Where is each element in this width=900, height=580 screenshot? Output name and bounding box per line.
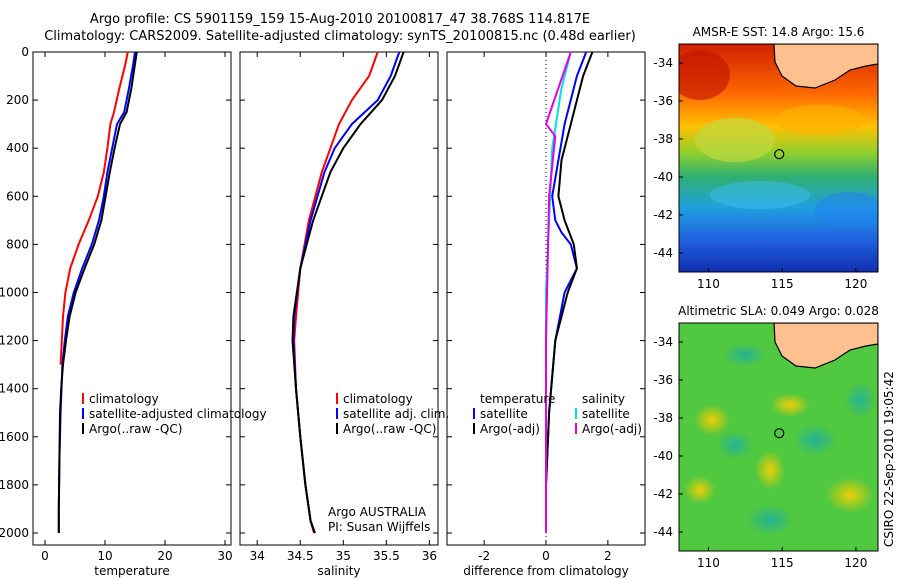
y-tick-label: 400 — [6, 141, 29, 155]
x-tick-label: 0 — [542, 549, 550, 563]
x-axis-label: difference from climatology — [463, 564, 629, 578]
map-x-tick-label: 110 — [697, 556, 720, 570]
map-x-tick-label: 115 — [771, 556, 794, 570]
map-frame-2 — [678, 322, 879, 552]
x-tick-label: 35 — [336, 549, 351, 563]
x-tick-label: 10 — [97, 549, 112, 563]
argo-note-line2: PI: Susan Wijffels — [328, 520, 430, 534]
y-tick-label: 800 — [6, 237, 29, 251]
title-line-2: Climatology: CARS2009. Satellite-adjuste… — [44, 29, 636, 44]
argo-location-marker — [774, 428, 785, 439]
map-frame-1 — [678, 43, 879, 273]
y-tick-label: 1400 — [0, 382, 29, 396]
legend-temp-0-label: climatology — [89, 392, 159, 406]
legend-temp-1-label: satellite-adjusted climatology — [89, 407, 267, 421]
sst-field — [679, 44, 878, 272]
map-x-tick-label: 115 — [771, 277, 794, 291]
map-y-tick-label: -36 — [653, 373, 673, 387]
y-tick-label: 1600 — [0, 430, 29, 444]
map-y-tick-label: -42 — [653, 487, 673, 501]
y-tick-label: 1800 — [0, 478, 29, 492]
series-line — [291, 51, 405, 534]
argo-location-marker — [774, 149, 785, 160]
map-y-tick-label: -40 — [653, 449, 673, 463]
y-tick-label: 0 — [21, 45, 29, 59]
map-y-tick-label: -34 — [653, 56, 673, 70]
map-title-1: AMSR-E SST: 14.8 Argo: 15.6 — [693, 25, 865, 39]
legend-diff-t-2-label: Argo(-adj) — [480, 422, 540, 436]
sla-field — [679, 323, 878, 551]
y-tick-label: 2000 — [0, 526, 29, 540]
x-tick-label: 20 — [157, 549, 172, 563]
legend-sal-0-label: climatology — [343, 392, 413, 406]
series-line — [544, 51, 572, 533]
map-y-tick-label: -38 — [653, 132, 673, 146]
map-x-tick-label: 120 — [844, 556, 867, 570]
sla-land — [773, 323, 878, 369]
plot-frame-2 — [239, 51, 439, 546]
series-line — [545, 51, 594, 533]
sst-land — [773, 44, 878, 89]
credit-stamp: CSIRO 22-Sep-2010 19:05:42 — [882, 371, 896, 547]
legend-sal-1-label: satellite adj. clim. — [343, 407, 449, 421]
x-axis-label: salinity — [317, 564, 360, 578]
x-tick-label: 0 — [41, 549, 49, 563]
legend-diff-s-1-label: satellite — [582, 407, 630, 421]
x-tick-label: 35.5 — [373, 549, 400, 563]
map-y-tick-label: -42 — [653, 208, 673, 222]
map-y-tick-label: -44 — [653, 246, 673, 260]
series-line — [59, 51, 129, 365]
map-y-tick-label: -40 — [653, 170, 673, 184]
plot-frame-1 — [32, 51, 232, 546]
x-tick-label: 30 — [217, 549, 232, 563]
map-y-tick-label: -44 — [653, 525, 673, 539]
x-tick-label: -2 — [478, 549, 490, 563]
legend-diff-t-1-label: satellite — [480, 407, 528, 421]
x-tick-label: 2 — [604, 549, 612, 563]
y-tick-label: 1200 — [0, 334, 29, 348]
map-y-tick-label: -34 — [653, 335, 673, 349]
map-y-tick-label: -36 — [653, 94, 673, 108]
map-title-2: Altimetric SLA: 0.049 Argo: 0.028 — [678, 304, 879, 318]
y-tick-label: 1000 — [0, 285, 29, 299]
legend-sal-2-label: Argo(..raw -QC) — [343, 422, 436, 436]
y-tick-label: 200 — [6, 93, 29, 107]
map-y-tick-label: -38 — [653, 411, 673, 425]
legend-diff-s-0-label: salinity — [582, 392, 625, 406]
x-axis-label: temperature — [94, 564, 169, 578]
x-tick-label: 34.5 — [287, 549, 314, 563]
map-x-tick-label: 120 — [844, 277, 867, 291]
legend-diff-s-2-label: Argo(-adj) — [582, 422, 642, 436]
series-line — [57, 51, 138, 533]
map-x-tick-label: 110 — [697, 277, 720, 291]
title-line-1: Argo profile: CS 5901159_159 15-Aug-2010… — [89, 12, 591, 27]
legend-diff-t-0-label: temperature — [480, 392, 555, 406]
legend-temp-2-label: Argo(..raw -QC) — [89, 422, 182, 436]
argo-note-line1: Argo AUSTRALIA — [328, 505, 427, 519]
x-tick-label: 34 — [250, 549, 265, 563]
x-tick-label: 36 — [422, 549, 437, 563]
y-tick-label: 600 — [6, 189, 29, 203]
